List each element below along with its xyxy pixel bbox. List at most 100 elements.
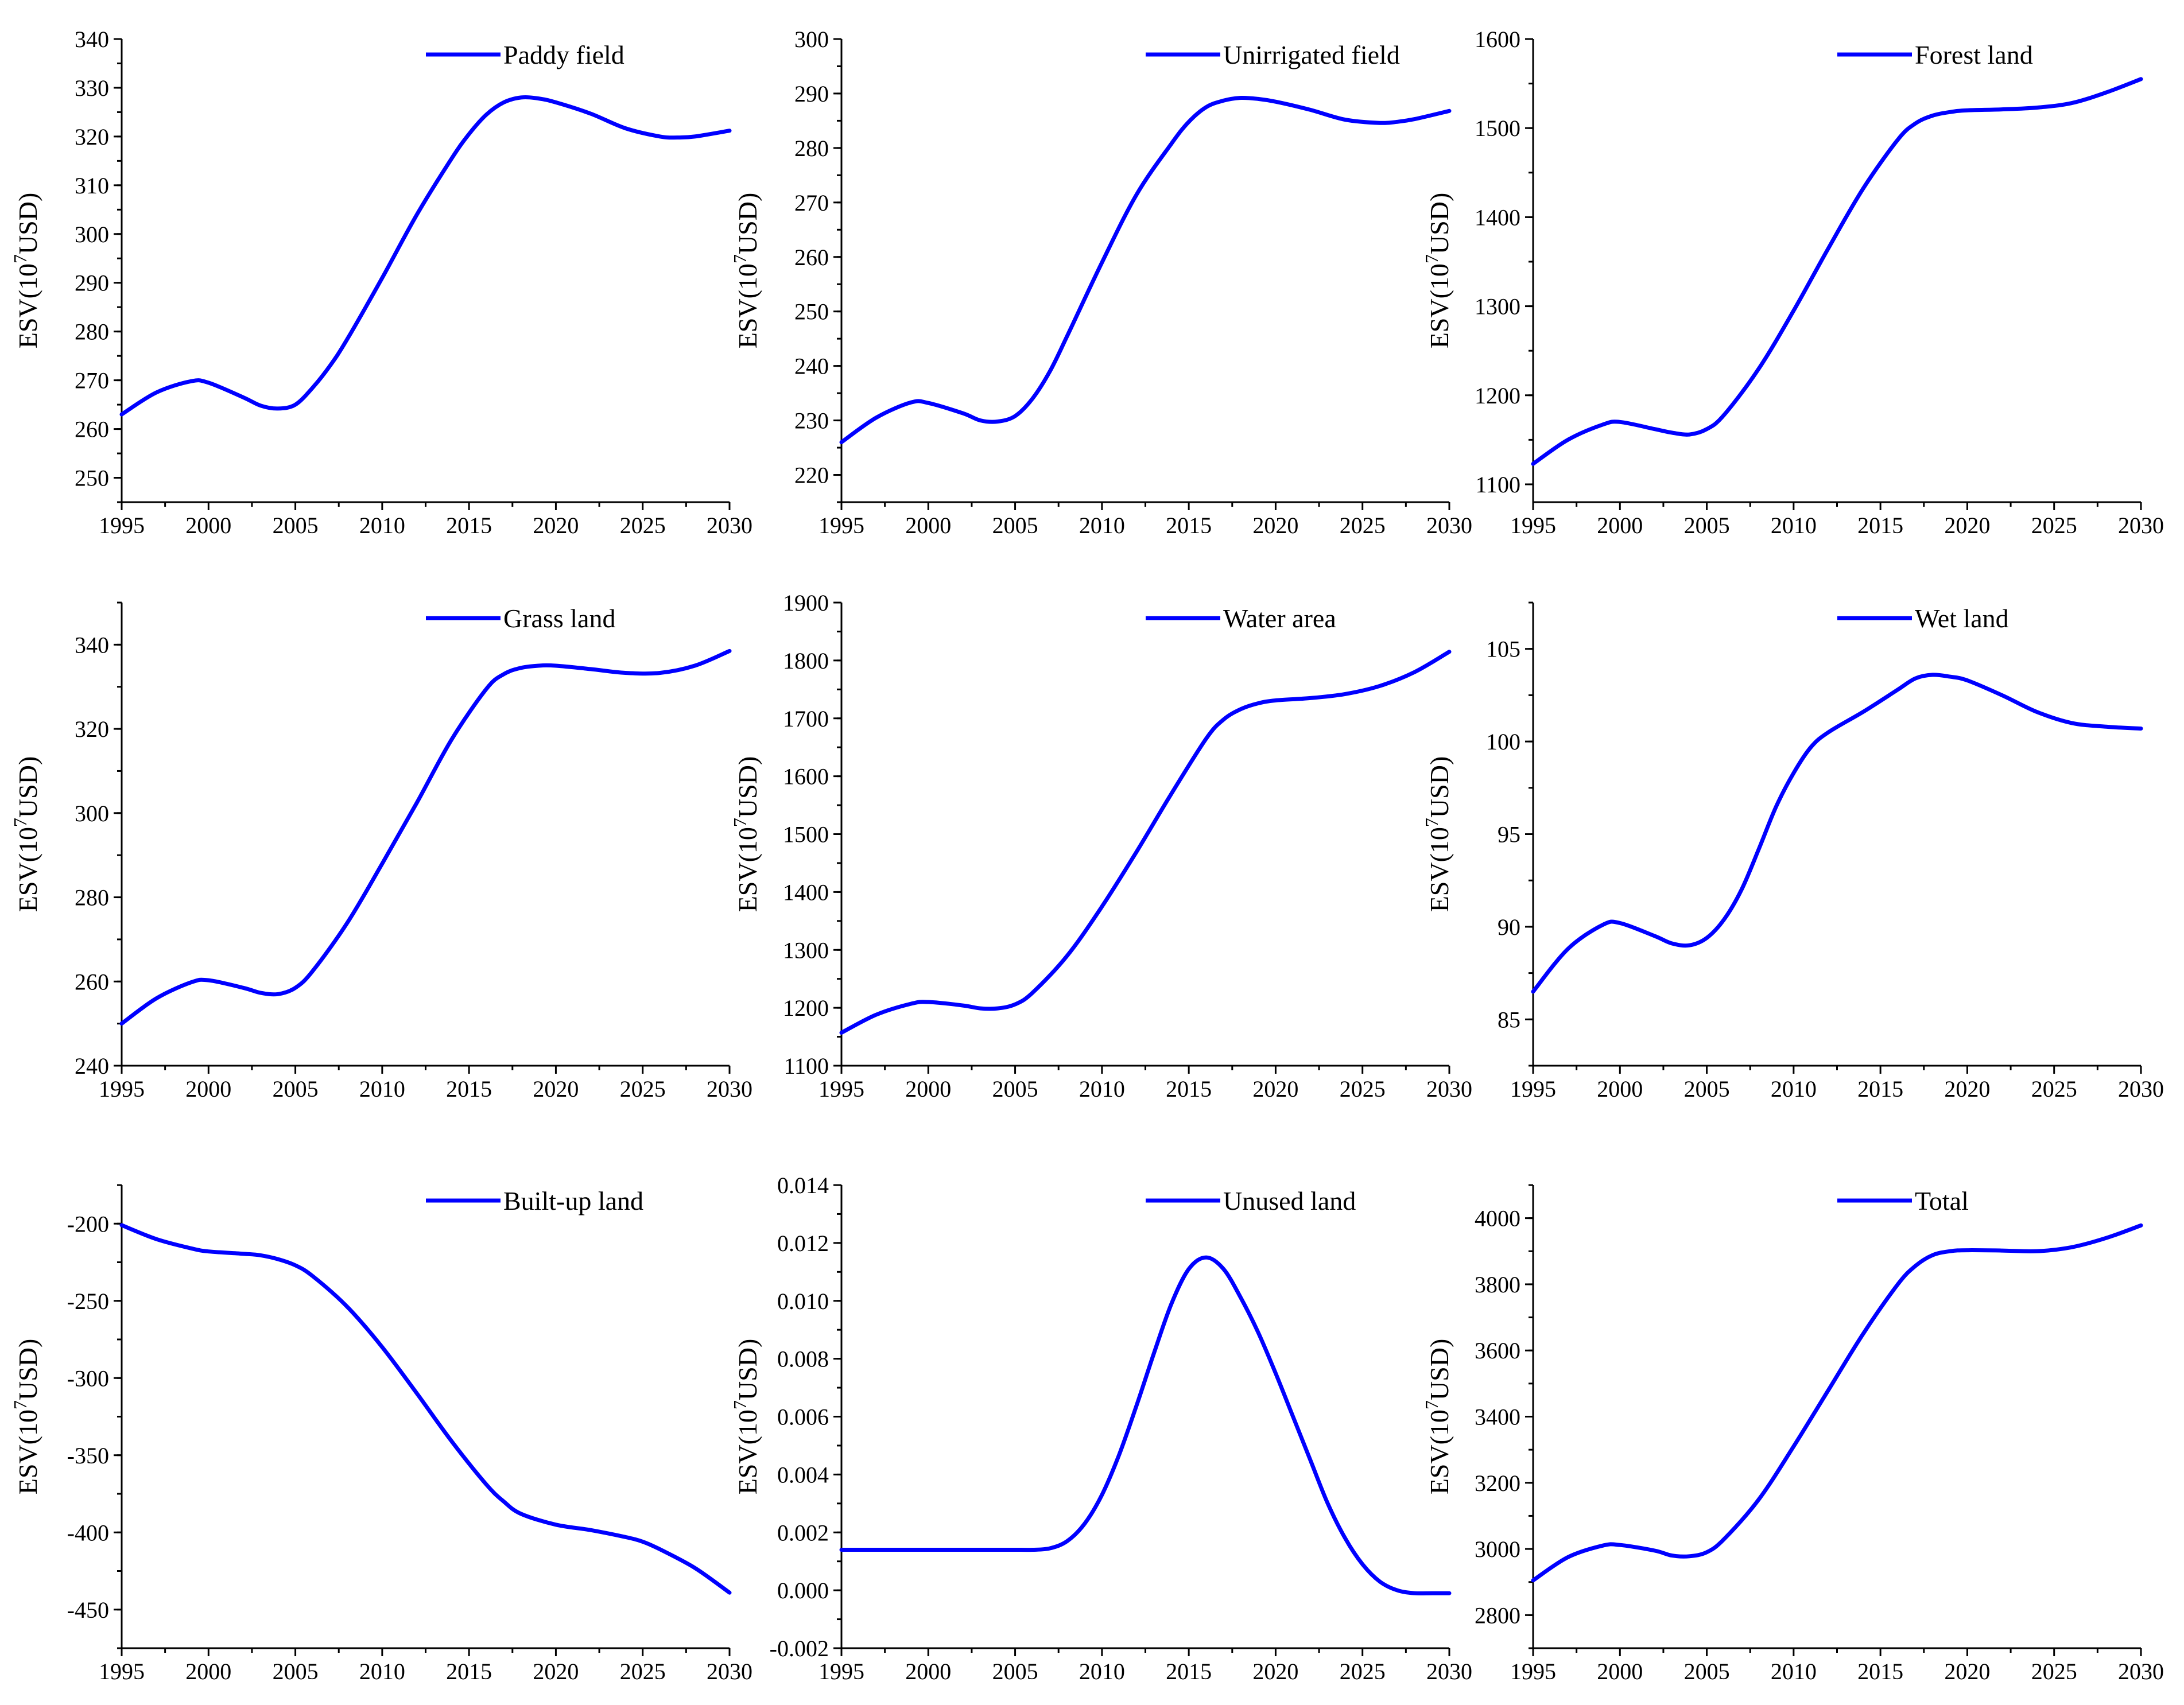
x-tick-label: 2020 bbox=[1252, 1659, 1298, 1684]
x-tick-label: 2030 bbox=[1426, 1659, 1472, 1684]
x-tick-label: 2010 bbox=[1079, 512, 1125, 538]
x-tick-label: 1995 bbox=[818, 1076, 864, 1102]
y-tick-label: 260 bbox=[75, 417, 109, 442]
y-axis-title: ESV(107USD) bbox=[1421, 193, 1454, 349]
x-tick-label: 2010 bbox=[359, 1076, 405, 1102]
y-tick-label: 0.008 bbox=[777, 1346, 829, 1372]
x-tick-label: 2020 bbox=[533, 1076, 579, 1102]
y-axis-title-exponent: 7 bbox=[730, 1400, 750, 1409]
y-axis-title-base: ESV(10 bbox=[13, 827, 42, 912]
y-tick-label: 0.014 bbox=[777, 1172, 829, 1198]
y-axis-title-unit: USD) bbox=[733, 756, 762, 818]
series-line-1 bbox=[119, 1223, 732, 1595]
y-tick-label: 0.004 bbox=[777, 1462, 829, 1487]
y-tick-label: 0.000 bbox=[777, 1578, 829, 1603]
x-tick-label: 2025 bbox=[1340, 1659, 1386, 1684]
chart-panel-8: 1995 2000 2005 2010 2015 2020 2025 2030 -0.002 0.… bbox=[730, 1172, 1472, 1684]
legend-label: Grass land bbox=[503, 604, 615, 633]
y-axis-title-exponent: 7 bbox=[730, 254, 750, 263]
chart-panel-9: 1995 2000 2005 2010 2015 2020 2025 2030 2800 3000… bbox=[1421, 1184, 2164, 1684]
x-tick-label: 2025 bbox=[2031, 1076, 2077, 1102]
y-axis-title-exponent: 7 bbox=[10, 1400, 30, 1409]
x-tick-label: 2010 bbox=[359, 512, 405, 538]
x-tick-label: 1995 bbox=[818, 1659, 864, 1684]
legend-label: Total bbox=[1915, 1186, 1969, 1215]
series-line-1 bbox=[839, 650, 1452, 1035]
x-tick-label: 2005 bbox=[992, 1076, 1038, 1102]
x-tick-label: 1995 bbox=[1510, 1659, 1556, 1684]
x-tick-label: 2030 bbox=[707, 1659, 752, 1684]
x-tick-label: 2025 bbox=[1340, 1076, 1386, 1102]
y-tick-label: 1600 bbox=[1475, 26, 1520, 52]
x-tick-label: 2015 bbox=[446, 1659, 492, 1684]
y-tick-label: 280 bbox=[794, 135, 829, 161]
y-axis-title-exponent: 7 bbox=[730, 818, 750, 827]
y-tick-label: 1500 bbox=[783, 822, 829, 848]
y-tick-label: 1300 bbox=[783, 937, 829, 963]
x-tick-label: 2020 bbox=[1252, 1076, 1298, 1102]
y-tick-label: 1700 bbox=[783, 706, 829, 732]
y-tick-label: 320 bbox=[75, 124, 109, 150]
series-line-1 bbox=[839, 1255, 1452, 1596]
x-tick-label: 2000 bbox=[185, 1076, 231, 1102]
x-tick-label: 1995 bbox=[99, 1076, 145, 1102]
x-tick-label: 2005 bbox=[1684, 512, 1730, 538]
x-tick-label: 2030 bbox=[707, 1076, 752, 1102]
series-line-1 bbox=[1531, 673, 2143, 994]
y-tick-label: 340 bbox=[75, 632, 109, 658]
y-axis-title-unit: USD) bbox=[13, 193, 42, 254]
y-tick-label: 340 bbox=[75, 26, 109, 52]
x-tick-label: 2030 bbox=[707, 512, 752, 538]
x-tick-label: 2025 bbox=[620, 1659, 666, 1684]
y-axis-title: ESV(107USD) bbox=[1421, 1339, 1454, 1495]
x-tick-label: 2015 bbox=[1166, 1076, 1212, 1102]
x-tick-label: 2025 bbox=[620, 512, 666, 538]
y-tick-label: 3800 bbox=[1475, 1272, 1520, 1298]
x-tick-label: 2025 bbox=[620, 1076, 666, 1102]
series-line-1 bbox=[119, 95, 732, 417]
y-tick-label: 230 bbox=[794, 408, 829, 434]
y-tick-label: 0.002 bbox=[777, 1520, 829, 1545]
y-axis-title-unit: USD) bbox=[733, 193, 762, 254]
y-axis-title-base: ESV(10 bbox=[733, 827, 762, 912]
y-tick-label: 105 bbox=[1486, 636, 1520, 662]
y-tick-label: 0.010 bbox=[777, 1288, 829, 1314]
y-tick-label: 280 bbox=[75, 319, 109, 345]
y-tick-label: 85 bbox=[1498, 1007, 1520, 1032]
x-tick-label: 2030 bbox=[1426, 512, 1472, 538]
x-tick-label: 2010 bbox=[1079, 1659, 1125, 1684]
x-tick-label: 2010 bbox=[1079, 1076, 1125, 1102]
y-tick-label: 1500 bbox=[1475, 115, 1520, 141]
y-tick-label: -350 bbox=[67, 1443, 109, 1469]
y-tick-label: 310 bbox=[75, 173, 109, 199]
y-axis-title: ESV(107USD) bbox=[10, 1339, 42, 1495]
x-tick-label: 2015 bbox=[1857, 512, 1903, 538]
series-line-1 bbox=[1531, 1223, 2143, 1583]
y-axis-title: ESV(107USD) bbox=[730, 756, 762, 912]
chart-panel-7: 1995 2000 2005 2010 2015 2020 2025 2030 -200 -250… bbox=[10, 1184, 752, 1684]
x-tick-label: 2000 bbox=[185, 512, 231, 538]
x-tick-label: 2025 bbox=[1340, 512, 1386, 538]
legend-label: Forest land bbox=[1915, 40, 2033, 69]
x-tick-label: 1995 bbox=[99, 512, 145, 538]
y-tick-label: 100 bbox=[1486, 729, 1520, 755]
x-tick-label: 2005 bbox=[273, 512, 319, 538]
y-tick-label: 0.012 bbox=[777, 1230, 829, 1256]
y-axis-title-unit: USD) bbox=[1425, 1339, 1454, 1400]
x-tick-label: 2030 bbox=[2118, 1659, 2164, 1684]
x-tick-label: 2015 bbox=[446, 1076, 492, 1102]
y-axis-title: ESV(107USD) bbox=[10, 756, 42, 912]
x-tick-label: 2020 bbox=[533, 1659, 579, 1684]
x-tick-label: 2005 bbox=[1684, 1659, 1730, 1684]
x-tick-label: 2020 bbox=[1944, 1659, 1990, 1684]
y-tick-label: 3600 bbox=[1475, 1338, 1520, 1364]
x-tick-label: 2000 bbox=[1597, 1659, 1643, 1684]
x-tick-label: 1995 bbox=[1510, 512, 1556, 538]
y-tick-label: 1300 bbox=[1475, 294, 1520, 320]
x-tick-label: 2005 bbox=[992, 1659, 1038, 1684]
chart-panel-5: 1995 2000 2005 2010 2015 2020 2025 2030 1100 1200… bbox=[730, 590, 1472, 1102]
y-axis-title-unit: USD) bbox=[733, 1339, 762, 1400]
x-tick-label: 2010 bbox=[1771, 512, 1817, 538]
x-tick-label: 2010 bbox=[359, 1659, 405, 1684]
